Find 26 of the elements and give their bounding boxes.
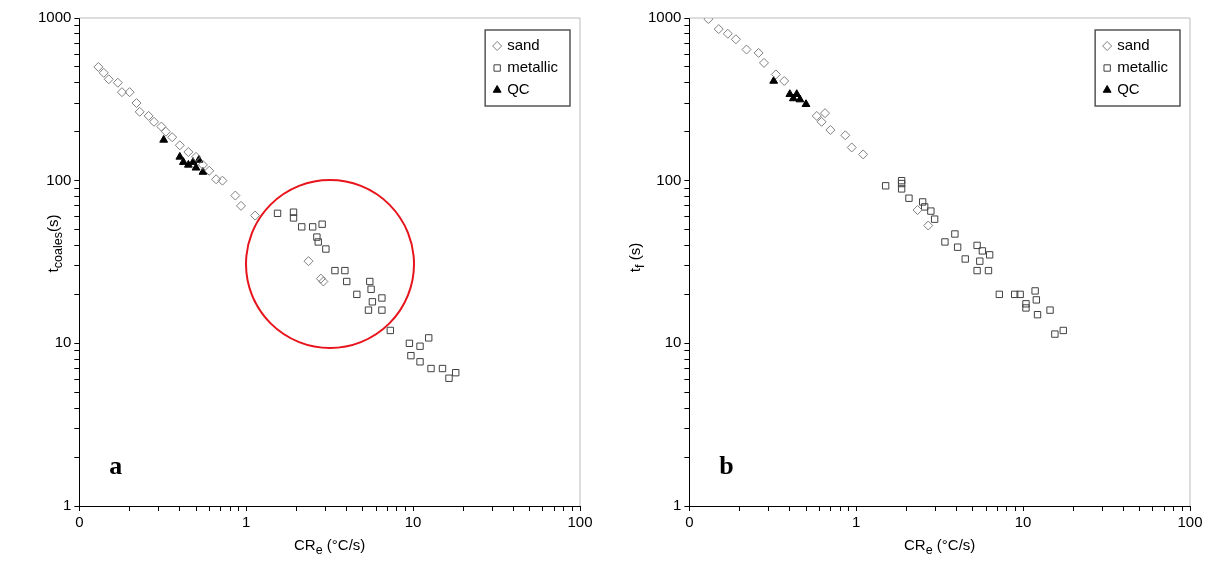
y-tick-label: 1000 <box>37 8 72 26</box>
x-tick-label: 0 <box>75 513 84 531</box>
annotation: a <box>109 451 123 481</box>
x-tick-label: 1 <box>242 513 251 531</box>
legend-label: metallic <box>1117 58 1169 76</box>
y-tick-label: 10 <box>664 333 682 351</box>
legend-label: metallic <box>507 58 559 76</box>
legend-label: sand <box>507 36 540 54</box>
y-tick-label: 100 <box>656 170 682 188</box>
x-tick-label: 0 <box>685 513 694 531</box>
y-tick-label: 10 <box>54 333 72 351</box>
legend-label: sand <box>1117 36 1150 54</box>
legend-label: QC <box>507 80 530 98</box>
x-axis-title: CR$_{e}$ (°C/s) <box>904 536 976 557</box>
annotation: b <box>719 451 734 481</box>
y-tick-label: 1 <box>673 496 682 514</box>
x-tick-label: 10 <box>404 513 422 531</box>
y-tick-label: 1 <box>63 496 72 514</box>
y-tick-label: 1000 <box>647 8 682 26</box>
x-tick-label: 1 <box>852 513 861 531</box>
x-axis-title: CR$_{e}$ (°C/s) <box>294 536 366 557</box>
x-tick-label: 10 <box>1014 513 1032 531</box>
x-tick-label: 100 <box>1177 513 1203 531</box>
legend-label: QC <box>1117 80 1140 98</box>
y-tick-label: 100 <box>46 170 72 188</box>
x-tick-label: 100 <box>567 513 593 531</box>
